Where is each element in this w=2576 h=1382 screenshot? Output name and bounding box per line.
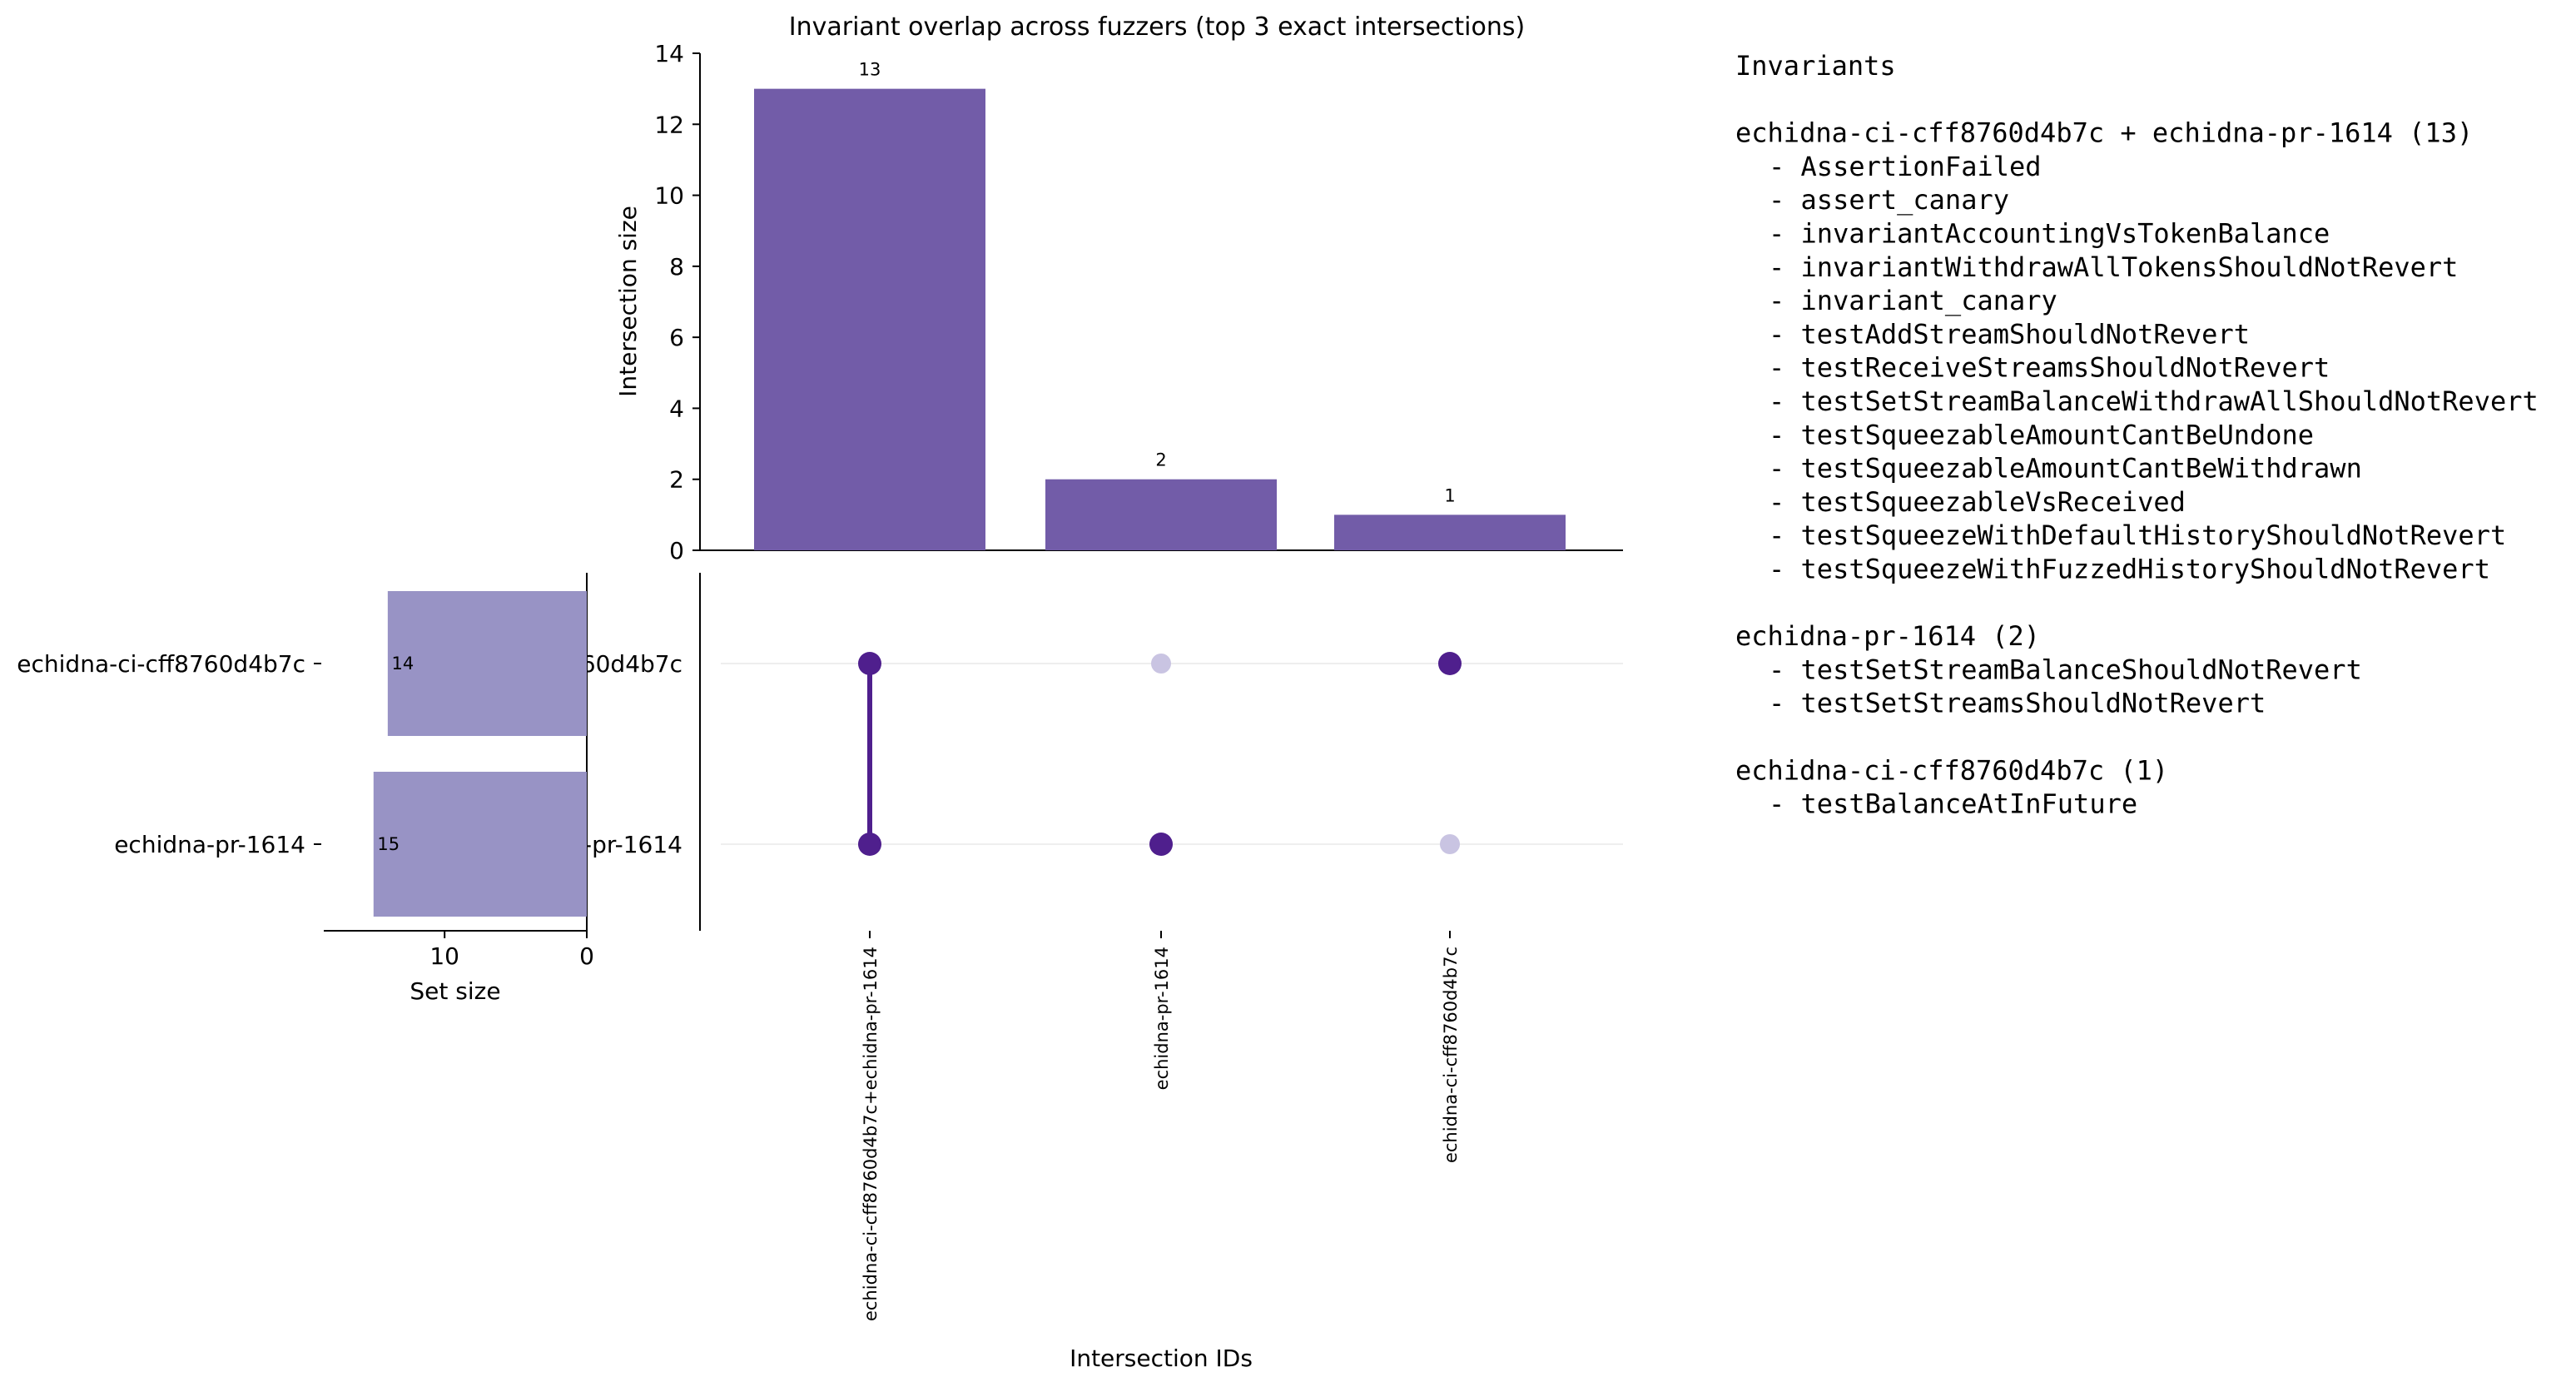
matrix-dot-inactive (1440, 834, 1460, 854)
intersection-bar (1045, 479, 1277, 550)
set-size-x-tick-label: 10 (429, 942, 459, 970)
legend-item: - invariant_canary (1769, 285, 2057, 316)
y-axis-label: Intersection size (614, 206, 642, 397)
intersection-size-chart: 0 2 4 6 8 10 12 14 13 2 1 Intersection size (614, 40, 1623, 564)
y-tick-label: 14 (654, 40, 684, 67)
legend-item: - testSqueezableVsReceived (1769, 486, 2186, 518)
matrix-dot-active (858, 833, 881, 856)
intersection-bar (1334, 515, 1566, 550)
set-size-chart: 14 15 10 0 echidna-ci-cff8760d4b7c echidna-… (17, 573, 594, 1005)
set-row-label: echidna-ci-cff8760d4b7c (17, 650, 305, 678)
legend-item: - testAddStreamShouldNotRevert (1769, 318, 2250, 350)
matrix-dot-active (1438, 652, 1462, 675)
legend-item: - testBalanceAtInFuture (1769, 788, 2137, 820)
y-tick-label: 6 (669, 324, 684, 351)
legend-item: - assert_canary (1769, 184, 2009, 216)
y-tick-label: 8 (669, 253, 684, 281)
legend-item: - testSetStreamsShouldNotRevert (1769, 688, 2266, 719)
set-row-label: echidna-pr-1614 (114, 831, 305, 858)
set-size-bar (387, 591, 587, 736)
legend-item: - testSqueezableAmountCantBeWithdrawn (1769, 453, 2362, 485)
y-tick-label: 12 (654, 111, 684, 138)
intersection-id-label: echidna-pr-1614 (1152, 947, 1172, 1090)
matrix-dot-active (858, 652, 881, 675)
legend-item: - invariantAccountingVsTokenBalance (1769, 218, 2330, 250)
set-size-value-label: 14 (391, 654, 414, 674)
y-tick-label: 4 (669, 395, 684, 422)
intersection-bar-value-label: 2 (1155, 450, 1166, 470)
invariants-legend: Invariants echidna-ci-cff8760d4b7c + echi… (1735, 50, 2539, 820)
intersection-id-label: echidna-ci-cff8760d4b7c (1441, 947, 1461, 1163)
legend-group-header: echidna-ci-cff8760d4b7c (1) (1735, 754, 2168, 786)
legend-item: - testSetStreamBalanceWithdrawAllShouldN… (1769, 385, 2539, 417)
intersection-bar (754, 88, 985, 550)
intersection-id-label: echidna-ci-cff8760d4b7c+echidna-pr-1614 (861, 947, 881, 1321)
legend-item: - testSqueezeWithFuzzedHistoryShouldNotR… (1769, 554, 2490, 585)
legend-item: - AssertionFailed (1769, 151, 2042, 182)
legend-title: Invariants (1735, 50, 1896, 82)
legend-item: - testSqueezeWithDefaultHistoryShouldNot… (1769, 519, 2506, 551)
chart-title: Invariant overlap across fuzzers (top 3 … (789, 12, 1525, 42)
set-size-x-axis-label: Set size (409, 977, 500, 1005)
legend-group-header: echidna-pr-1614 (2) (1735, 620, 2040, 652)
legend-item: - testSqueezableAmountCantBeUndone (1769, 419, 2314, 450)
legend-item: - invariantWithdrawAllTokensShouldNotRev… (1769, 251, 2458, 283)
y-tick-label: 2 (669, 466, 684, 494)
y-tick-label: 10 (654, 182, 684, 210)
legend-group-header: echidna-ci-cff8760d4b7c + echidna-pr-161… (1735, 117, 2473, 149)
set-size-x-tick-label: 0 (579, 942, 594, 970)
x-axis-label: Intersection IDs (1070, 1345, 1253, 1372)
legend-item: - testSetStreamBalanceShouldNotRevert (1769, 654, 2362, 685)
legend-item: - testReceiveStreamsShouldNotRevert (1769, 352, 2330, 384)
matrix-dot-inactive (1151, 654, 1171, 674)
intersection-bar-value-label: 1 (1444, 485, 1455, 505)
y-tick-label: 0 (669, 537, 684, 564)
intersection-bar-value-label: 13 (859, 60, 881, 80)
matrix-dot-active (1149, 833, 1173, 856)
set-size-value-label: 15 (377, 834, 400, 854)
set-size-bar (373, 772, 587, 917)
